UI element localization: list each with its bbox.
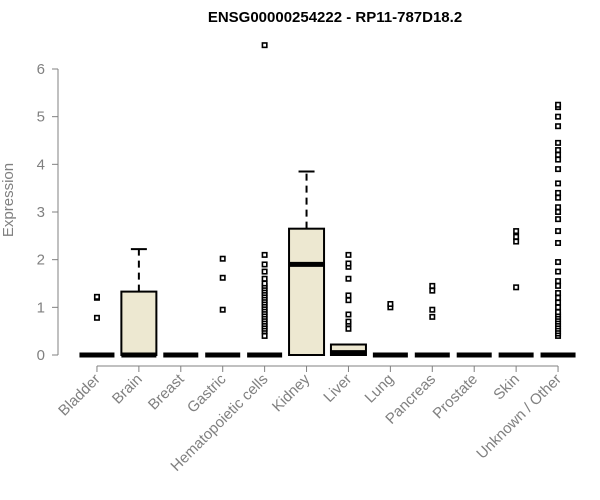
outlier-point <box>93 314 100 321</box>
outlier-point <box>345 292 352 299</box>
x-tick-label: Liver <box>320 371 355 406</box>
outlier-point <box>555 278 562 285</box>
outlier-point <box>513 238 520 245</box>
iqr-box <box>120 290 158 356</box>
outlier-point <box>345 297 352 304</box>
outlier-point <box>261 261 268 268</box>
outlier-point <box>555 166 562 173</box>
outlier-point <box>93 293 100 300</box>
outlier-point <box>555 216 562 223</box>
outlier-point <box>555 282 562 289</box>
outlier-point <box>345 260 352 267</box>
box-unknown-other <box>540 101 576 358</box>
iqr-box <box>288 227 326 356</box>
outlier-point <box>555 123 562 130</box>
x-tick-label: Lung <box>362 371 398 407</box>
outlier-point <box>219 306 226 313</box>
outlier-point <box>555 151 562 158</box>
outlier-point <box>555 189 562 196</box>
outlier-point <box>555 180 562 187</box>
y-tick-label: 3 <box>37 204 45 221</box>
outlier-point <box>555 290 562 297</box>
x-tick-label: Bladder <box>55 371 104 420</box>
y-tick-label: 5 <box>37 109 45 126</box>
box-bladder <box>79 293 115 358</box>
x-tick-label: Skin <box>490 371 523 404</box>
y-tick-label: 1 <box>37 299 45 316</box>
outlier-point <box>429 306 436 313</box>
outlier-point <box>555 147 562 154</box>
outlier-point <box>261 251 268 258</box>
outlier-point <box>261 280 268 287</box>
outlier-point <box>555 194 562 201</box>
box-pancreas <box>414 282 450 358</box>
x-tick-label: Kidney <box>269 370 314 415</box>
chart-title: ENSG00000254222 - RP11-787D18.2 <box>208 9 462 26</box>
outlier-point <box>513 284 520 291</box>
outlier-point <box>555 228 562 235</box>
outlier-point <box>261 268 268 275</box>
outlier-point <box>345 251 352 258</box>
outlier-point <box>261 332 268 339</box>
outlier-point <box>555 239 562 246</box>
box-hematopoietic-cells <box>247 42 283 358</box>
outlier-point <box>387 300 394 307</box>
box-gastric <box>205 255 241 358</box>
outlier-point <box>555 259 562 266</box>
y-tick-label: 6 <box>37 61 45 78</box>
outlier-point <box>555 304 562 311</box>
outlier-point <box>555 204 562 211</box>
outlier-point <box>261 42 268 49</box>
outlier-point <box>261 275 268 282</box>
outlier-point <box>555 209 562 216</box>
outlier-point <box>555 139 562 146</box>
box-liver <box>329 251 367 357</box>
outlier-point <box>345 275 352 282</box>
y-tick-label: 2 <box>37 252 45 269</box>
box-kidney <box>288 170 326 356</box>
outlier-point <box>345 318 352 325</box>
y-tick-label: 4 <box>37 156 45 173</box>
outlier-point <box>555 156 562 163</box>
box-lung <box>372 300 408 358</box>
outlier-point <box>429 313 436 320</box>
outlier-point <box>429 287 436 294</box>
boxes <box>79 42 576 358</box>
x-tick-label: Prostate <box>430 371 482 423</box>
outlier-point <box>219 274 226 281</box>
outlier-point <box>555 113 562 120</box>
outlier-point <box>219 255 226 262</box>
outlier-point <box>345 311 352 318</box>
x-tick-label: Breast <box>145 370 188 413</box>
outlier-point <box>555 101 562 108</box>
outlier-point <box>429 282 436 289</box>
outlier-point <box>555 299 562 306</box>
outlier-point <box>555 309 562 316</box>
outlier-point <box>555 294 562 301</box>
box-skin <box>498 228 534 358</box>
box-brain <box>120 248 158 358</box>
x-tick-label: Brain <box>109 371 146 408</box>
outlier-point <box>513 228 520 235</box>
outlier-point <box>555 268 562 275</box>
y-axis-label: Expression <box>0 163 17 237</box>
outlier-point <box>345 325 352 332</box>
y-axis: 0 1 2 3 4 5 6 <box>37 61 59 364</box>
y-tick-label: 0 <box>37 347 45 364</box>
outlier-point <box>513 233 520 240</box>
